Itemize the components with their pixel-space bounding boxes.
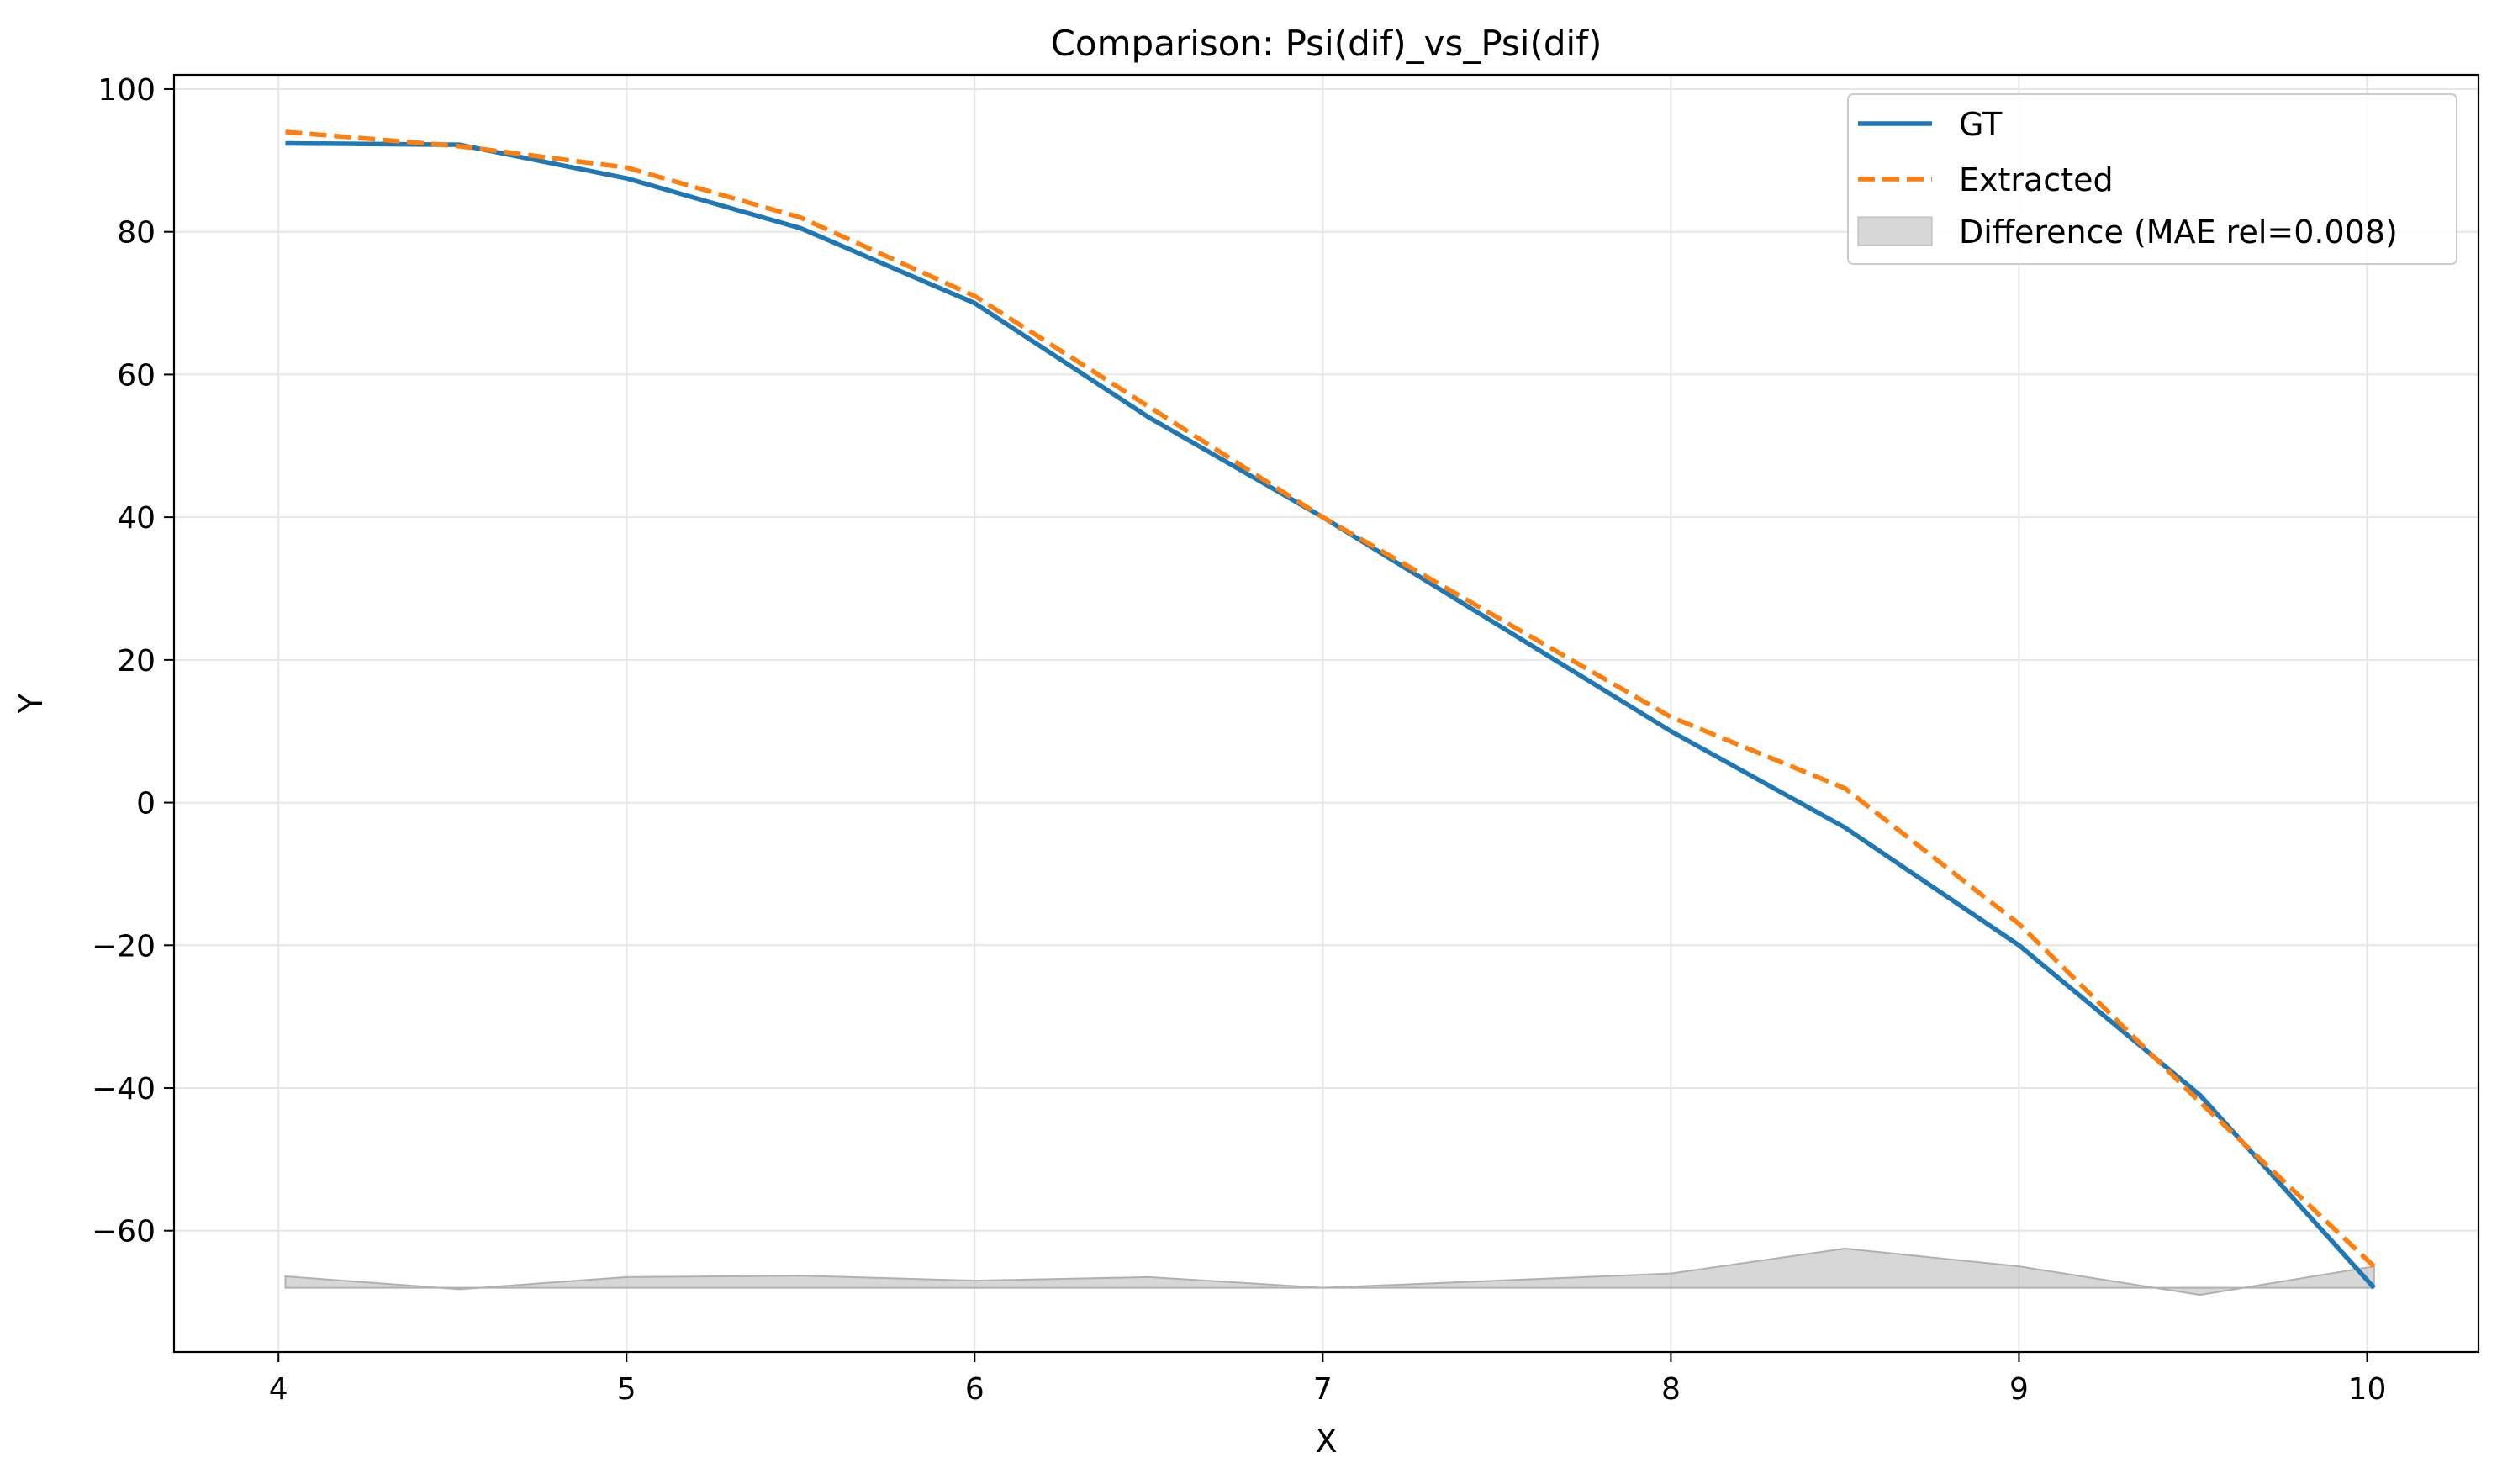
y-tick-label: −40 xyxy=(92,1072,156,1106)
y-tick-label: −60 xyxy=(92,1215,156,1249)
y-tick-label: 40 xyxy=(117,501,156,536)
x-tick-label: 7 xyxy=(1313,1372,1333,1407)
x-axis-title: X xyxy=(1315,1423,1337,1460)
y-axis-title: Y xyxy=(13,693,50,714)
x-axis-ticks: 4 5 6 7 8 9 10 xyxy=(269,1352,2387,1407)
x-tick-label: 5 xyxy=(617,1372,636,1407)
legend-gt-label: GT xyxy=(1959,106,2003,143)
x-tick-label: 10 xyxy=(2348,1372,2387,1407)
x-tick-label: 6 xyxy=(965,1372,985,1407)
legend: GT Extracted Difference (MAE rel=0.008) xyxy=(1847,93,2457,265)
y-tick-label: −20 xyxy=(92,929,156,964)
legend-difference-swatch xyxy=(1857,216,1933,246)
x-tick-label: 8 xyxy=(1661,1372,1681,1407)
y-tick-label: 20 xyxy=(117,644,156,679)
legend-box xyxy=(1847,93,2457,265)
plot-frame xyxy=(172,73,2480,1354)
chart-title: Comparison: Psi(dif)_vs_Psi(dif) xyxy=(1051,23,1602,64)
x-tick-label: 9 xyxy=(2009,1372,2029,1407)
grid xyxy=(174,75,2479,1352)
legend-difference-label: Difference (MAE rel=0.008) xyxy=(1959,214,2398,251)
legend-extracted-label: Extracted xyxy=(1959,161,2114,198)
y-tick-label: 0 xyxy=(136,787,156,821)
series-line-extracted xyxy=(285,129,2376,1269)
series-layer xyxy=(285,129,2376,1290)
y-tick-label: 60 xyxy=(117,358,156,393)
y-axis-ticks: −60 −40 −20 0 20 40 60 80 100 xyxy=(92,73,174,1249)
y-tick-label: 80 xyxy=(117,216,156,251)
x-tick-label: 4 xyxy=(269,1372,288,1407)
y-tick-label: 100 xyxy=(98,73,156,108)
